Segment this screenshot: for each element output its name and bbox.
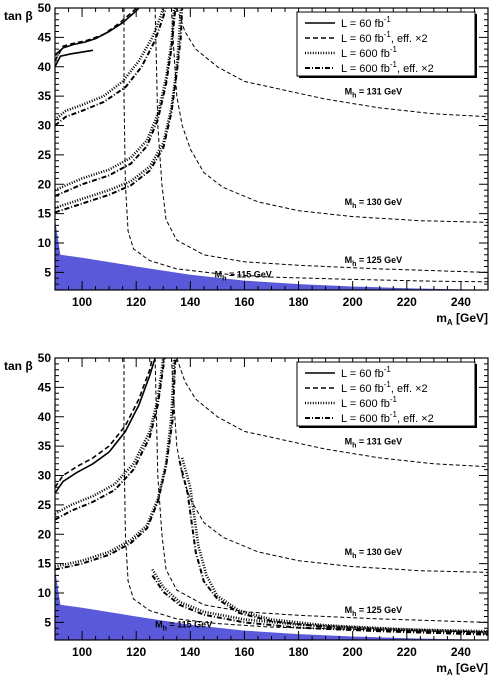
x-tick-label: 180	[289, 295, 309, 309]
y-tick-label: 35	[38, 89, 52, 103]
reach-curve-0	[55, 49, 94, 68]
y-tick-label: 5	[44, 265, 51, 279]
mh-contour-2	[154, 358, 488, 623]
y-tick-label: 5	[44, 615, 51, 629]
reach-curve-0	[55, 358, 156, 494]
x-tick-label: 120	[126, 295, 146, 309]
legend: L = 60 fb-1L = 60 fb-1, eff. ×2L = 600 f…	[296, 11, 477, 78]
y-tick-label: 10	[38, 236, 52, 250]
x-tick-label: 160	[234, 645, 254, 659]
y-tick-label: 20	[38, 527, 52, 541]
x-tick-label: 180	[289, 645, 309, 659]
mh-contour-2	[154, 8, 488, 273]
x-tick-label: 100	[72, 645, 92, 659]
y-tick-label: 40	[38, 410, 52, 424]
mh-annotation: Mh = 115 GeV	[155, 620, 212, 633]
mh-contour-3	[123, 358, 488, 633]
mh-annotation: Mh = 130 GeV	[345, 547, 403, 560]
mh-annotation: Mh = 125 GeV	[345, 605, 403, 618]
reach-curve-2	[55, 8, 137, 62]
chart-bottom: 100 120 140 160 180 200 220 240 5 10 15 20 25 30 35 40 4…	[4, 351, 489, 677]
x-axis-label: mA [GeV]	[436, 311, 488, 327]
x-tick-label: 160	[234, 295, 254, 309]
y-tick-label: 35	[38, 439, 52, 453]
mh-annotation: Mh = 131 GeV	[345, 86, 403, 99]
y-tick-label: 10	[38, 586, 52, 600]
y-tick-label: 45	[38, 30, 52, 44]
chart-top: 100 120 140 160 180 200 220 240 5 10 15 20 25 30 35 40 4…	[4, 1, 489, 327]
reach-curve-9	[151, 574, 488, 636]
legend-entry: L = 60 fb-1, eff. ×2	[341, 30, 428, 45]
reach-curve-3	[55, 358, 166, 521]
x-tick-label: 100	[72, 295, 92, 309]
reach-curve-4	[55, 358, 176, 568]
legend-entry: L = 600 fb-1, eff. ×2	[341, 410, 434, 425]
legend: L = 60 fb-1L = 60 fb-1, eff. ×2L = 600 f…	[296, 361, 477, 428]
plot-area	[55, 8, 488, 290]
y-tick-label: 20	[38, 177, 52, 191]
y-tick-label: 30	[38, 469, 52, 483]
x-tick-label: 240	[451, 295, 471, 309]
axes: 100 120 140 160 180 200 220 240 5 10 15 20 25 30 35 40 4…	[38, 1, 489, 309]
legend-entry: L = 600 fb-1	[341, 45, 398, 60]
mh-contour-3	[123, 8, 488, 283]
mh-contour-1	[170, 8, 488, 223]
y-tick-label: 50	[38, 351, 52, 365]
reach-curve-1	[55, 358, 154, 488]
axes: 100 120 140 160 180 200 220 240 5 10 15 20 25 30 35 40 4…	[38, 351, 489, 659]
x-tick-label: 120	[126, 645, 146, 659]
mh-contour-0	[176, 358, 488, 468]
legend-entry: L = 60 fb-1, eff. ×2	[341, 380, 428, 395]
excluded-region	[55, 569, 488, 640]
legend-entry: L = 60 fb-1	[341, 365, 391, 380]
y-tick-label: 25	[38, 498, 52, 512]
reach-curve-4	[55, 8, 167, 127]
x-axis-label: mA [GeV]	[436, 661, 488, 677]
y-tick-label: 40	[38, 60, 52, 74]
x-tick-label: 140	[180, 295, 200, 309]
x-tick-label: 220	[397, 645, 417, 659]
mh-contour-1	[170, 358, 488, 573]
y-tick-label: 50	[38, 1, 52, 15]
reach-curve-8	[151, 568, 488, 634]
plot-area	[55, 358, 488, 640]
legend-entry: L = 600 fb-1, eff. ×2	[341, 60, 434, 75]
reach-curve-7	[55, 8, 183, 210]
reach-curve-8	[55, 8, 184, 214]
reach-curve-3	[55, 8, 165, 121]
mh-annotation: Mh = 130 GeV	[345, 197, 403, 210]
y-tick-label: 25	[38, 148, 52, 162]
x-tick-label: 200	[343, 645, 363, 659]
mh-annotation: Mh = 115 GeV	[215, 270, 272, 283]
y-axis-label: tan β	[4, 359, 33, 373]
reach-curve-6	[180, 457, 488, 633]
mh-annotation: Mh = 131 GeV	[345, 436, 403, 449]
mh-annotation: Mh = 125 GeV	[345, 255, 403, 268]
y-tick-label: 45	[38, 380, 52, 394]
y-tick-label: 15	[38, 207, 52, 221]
x-tick-label: 200	[343, 295, 363, 309]
y-tick-label: 15	[38, 557, 52, 571]
x-tick-label: 240	[451, 645, 471, 659]
excluded-region	[55, 219, 488, 290]
reach-curve-1	[55, 8, 140, 56]
x-tick-label: 220	[397, 295, 417, 309]
legend-entry: L = 600 fb-1	[341, 395, 398, 410]
y-tick-label: 30	[38, 119, 52, 133]
mh-contour-0	[176, 8, 488, 118]
x-tick-label: 140	[180, 645, 200, 659]
reach-curve-7	[178, 460, 488, 634]
reach-curve-5	[55, 358, 177, 571]
legend-entry: L = 60 fb-1	[341, 15, 391, 30]
y-axis-label: tan β	[4, 9, 33, 23]
